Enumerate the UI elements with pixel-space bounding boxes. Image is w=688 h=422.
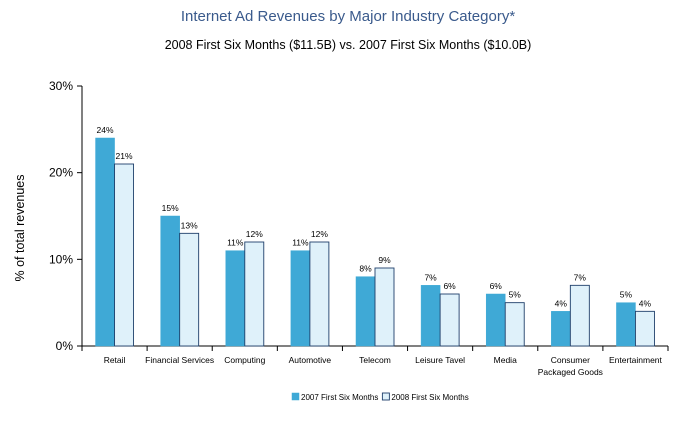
x-tick-label: Leisure Tavel [415,355,465,365]
bar [179,232,200,347]
legend-swatch [291,392,300,401]
bar [616,302,636,347]
data-label: 6% [490,281,503,291]
bar [374,267,395,347]
bar [485,293,506,347]
bar [160,215,180,347]
x-tick-label: Packaged Goods [538,367,603,377]
data-label: 12% [246,229,263,239]
bar [504,302,525,347]
bar [569,284,590,347]
y-tick-label: 20% [49,166,73,180]
chart-title: Internet Ad Revenues by Major Industry C… [181,8,516,25]
bar [420,285,441,347]
data-label: 9% [378,255,391,265]
data-label: 4% [639,298,652,308]
y-axis-label: % of total revenues [13,174,27,281]
legend-label: 2007 First Six Months [301,393,378,402]
data-label: 24% [97,125,114,135]
bar [290,250,311,347]
y-tick-label: 0% [56,339,74,353]
chart-subtitle: 2008 First Six Months ($11.5B) vs. 2007 … [165,38,532,52]
y-tick-label: 30% [49,79,73,93]
bar [225,250,246,347]
x-tick-label: Consumer [551,355,590,365]
bar [634,310,655,347]
x-tick-label: Media [494,355,517,365]
data-label: 13% [181,220,198,230]
data-label: 5% [509,290,522,300]
data-label: 12% [311,229,328,239]
data-label: 21% [116,151,133,161]
legend-swatch [381,392,390,401]
data-label: 7% [424,272,437,282]
data-label: 5% [620,290,633,300]
bar [95,137,115,347]
y-tick-label: 10% [49,252,73,266]
data-label: 6% [443,281,456,291]
data-label: 11% [227,238,244,248]
data-label: 15% [162,203,179,213]
x-tick-label: Entertainment [609,355,663,365]
data-label: 11% [292,238,309,248]
bar [551,311,571,347]
bar [439,293,460,347]
data-label: 4% [555,298,568,308]
x-tick-label: Financial Services [145,355,214,365]
x-tick-label: Computing [224,355,265,365]
data-label: 8% [359,264,372,274]
bar [309,241,330,347]
bar [355,276,376,347]
x-tick-label: Retail [104,355,126,365]
legend-label: 2008 First Six Months [391,393,468,402]
bar [244,241,265,347]
data-label: 7% [574,272,587,282]
bar [114,163,135,347]
x-tick-label: Automotive [289,355,332,365]
x-tick-label: Telecom [359,355,391,365]
